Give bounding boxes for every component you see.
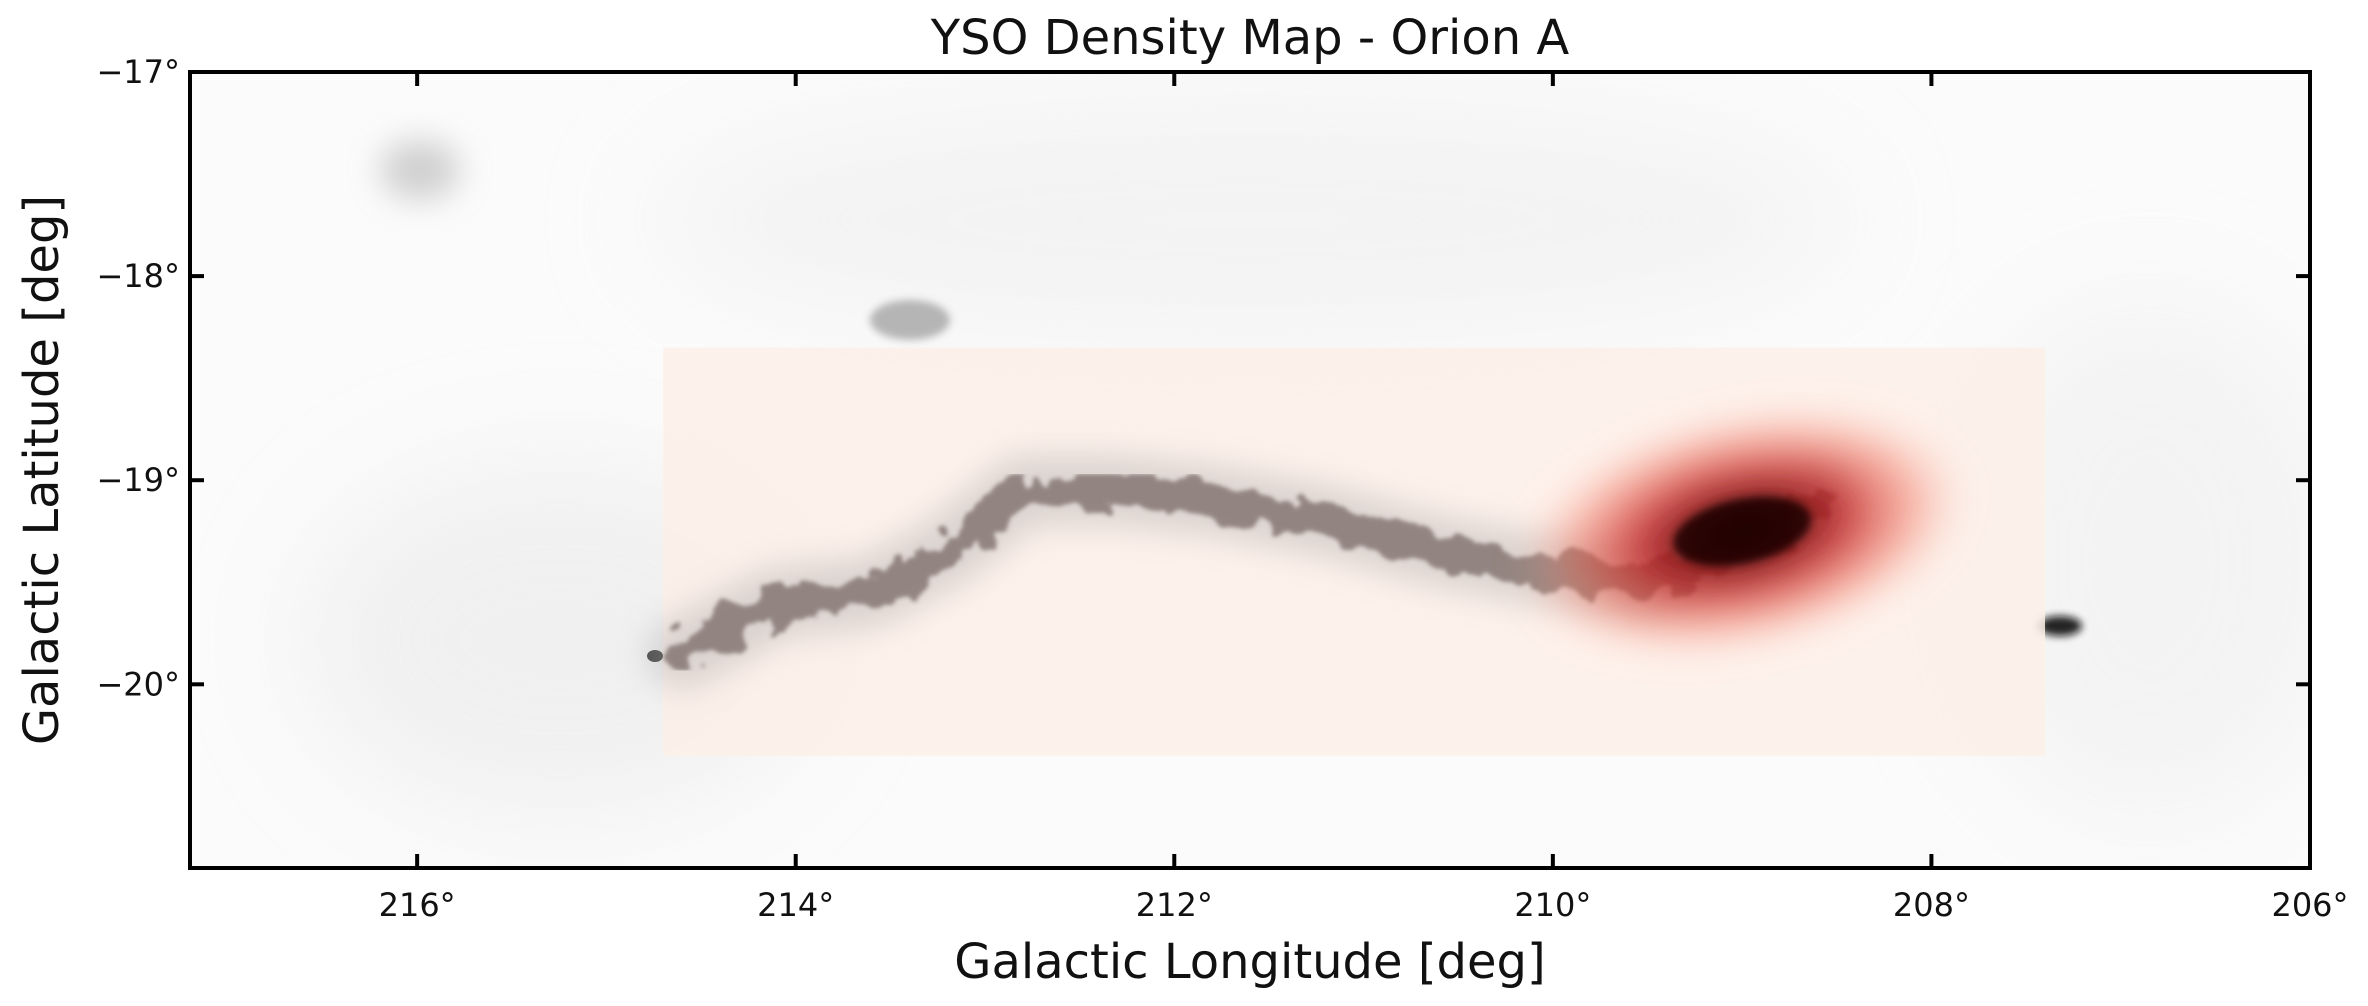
x-tick-label: 214° — [757, 886, 834, 924]
x-axis-label: Galactic Longitude [deg] — [954, 934, 1545, 990]
dust-knot — [2038, 616, 2082, 636]
x-tick-label: 212° — [1136, 886, 1213, 924]
haze-north — [650, 100, 1850, 340]
chart-title: YSO Density Map - Orion A — [930, 10, 1570, 66]
y-tick-label: −19° — [96, 461, 180, 499]
density-peak-core — [1673, 496, 1811, 566]
y-axis-label: Galactic Latitude [deg] — [14, 195, 70, 745]
x-tick-label: 208° — [1893, 886, 1970, 924]
x-tick-label: 210° — [1514, 886, 1591, 924]
x-tick-label: 206° — [2271, 886, 2348, 924]
dust-knot — [870, 300, 950, 340]
y-tick-label: −17° — [96, 53, 180, 91]
axis-ticks: 216° 214° 212° 210° 208° 206° −17° −18° −19° −20° — [96, 53, 2348, 924]
dust-knot — [380, 140, 460, 200]
plot-frame — [188, 70, 2312, 870]
y-tick-label: −18° — [96, 257, 180, 295]
x-tick-label: 216° — [379, 886, 456, 924]
y-tick-label: −20° — [96, 665, 180, 703]
